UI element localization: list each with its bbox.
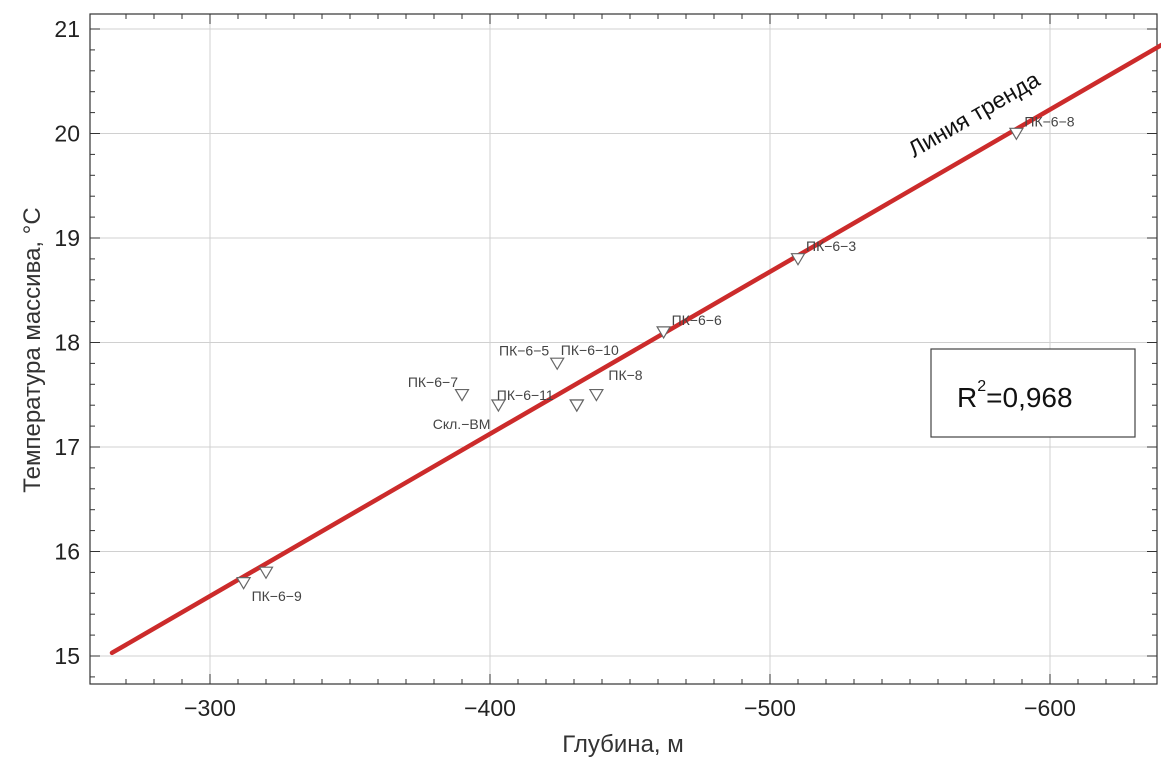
data-point <box>790 253 806 266</box>
trend-label: Линия тренда <box>903 66 1044 162</box>
r2-prefix: R <box>957 382 977 413</box>
point-label: ПК−6−10 <box>561 342 619 358</box>
plot-frame <box>89 13 1158 685</box>
point-label: ПК−6−6 <box>672 312 722 328</box>
data-point <box>258 566 274 580</box>
y-tick-label: 21 <box>54 16 80 42</box>
r2-value: =0,968 <box>986 382 1072 413</box>
data-point <box>454 388 470 402</box>
x-tick-label: −300 <box>184 695 236 721</box>
y-tick-label: 15 <box>54 643 80 669</box>
point-label: ПК−8 <box>608 367 642 383</box>
x-tick-label: −500 <box>744 695 796 721</box>
r2-superscript: 2 <box>977 378 986 395</box>
x-tick-labels: −300 −400 −500 −600 <box>184 695 1076 721</box>
data-points: ПК−6−9 ПК−6−7 Скл.−ВМ ПК−6−5 ПК−6−10 ПК−6−11 П… <box>236 114 1075 604</box>
minor-ticks <box>90 14 1157 684</box>
y-tick-label: 16 <box>54 539 80 565</box>
y-tick-label: 19 <box>54 225 80 251</box>
x-tick-label: −400 <box>464 695 516 721</box>
data-point <box>236 577 252 590</box>
data-point <box>656 326 672 340</box>
point-label: ПК−6−9 <box>252 588 302 604</box>
point-label: ПК−6−11 <box>497 387 554 403</box>
grid <box>90 14 1157 684</box>
y-tick-labels: 15 16 17 18 19 20 21 <box>54 16 80 669</box>
x-tick-label: −600 <box>1024 695 1076 721</box>
y-tick-label: 20 <box>54 121 80 147</box>
point-label: Скл.−ВМ <box>433 416 491 432</box>
y-axis-title: Температура массива, °С <box>19 207 46 492</box>
data-point <box>490 399 506 413</box>
point-label: ПК−6−8 <box>1024 114 1074 130</box>
data-point <box>569 399 585 413</box>
point-label: ПК−6−5 <box>499 342 549 358</box>
y-tick-label: 17 <box>54 434 80 460</box>
y-tick-label: 18 <box>54 330 80 356</box>
svg-text:R2=0,968: R2=0,968 <box>957 378 1073 413</box>
data-point <box>549 357 565 371</box>
r2-box: R2=0,968 <box>930 348 1136 438</box>
x-axis-title: Глубина, м <box>562 731 684 758</box>
point-label: ПК−6−7 <box>408 374 458 390</box>
point-label: ПК−6−3 <box>806 238 856 254</box>
trend-line <box>109 42 1161 656</box>
data-point <box>1008 127 1024 141</box>
data-point <box>588 388 604 402</box>
